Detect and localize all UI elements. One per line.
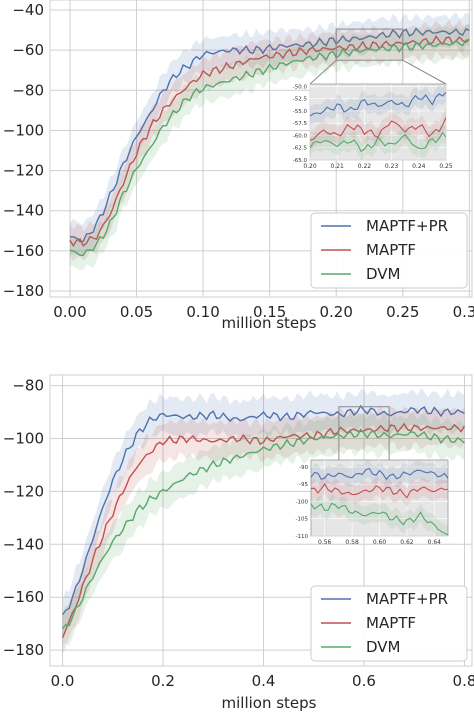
inset-x-tick-label: 0.24 <box>412 163 426 170</box>
inset-band-DVM <box>311 494 448 536</box>
y-tick-label: −80 <box>12 81 44 99</box>
inset-x-tick-label: 0.23 <box>385 163 399 170</box>
legend-label: MAPTF+PR <box>366 217 448 235</box>
inset-x-tick-label: 0.64 <box>428 539 442 546</box>
inset-x-tick-label: 0.22 <box>358 163 372 170</box>
inset-y-tick-label: -100 <box>296 499 309 505</box>
inset-line-DVM <box>311 502 448 536</box>
y-tick-label: −40 <box>12 1 44 19</box>
x-tick-label: 0.25 <box>386 303 419 321</box>
y-tick-label: −120 <box>3 162 44 180</box>
series-band-DVM <box>69 23 470 270</box>
chart-panel-2: 0.0 0.2 0.4 0.6 0.8 −80 −100 −120 −140 −160 −180 mi… <box>3 374 474 712</box>
chart-panel-1: 0.00 0.05 0.10 0.15 0.20 0.25 0.30 −40 −60 −80 −10… <box>3 0 474 332</box>
series-group <box>61 388 466 655</box>
series-band-MAPTF+PR <box>69 11 470 257</box>
legend-label: MAPTF <box>366 614 416 632</box>
inset-y-tick-label: -50.0 <box>293 84 308 90</box>
y-tick-label: −140 <box>3 535 44 553</box>
inset-x-tick-label: 0.20 <box>303 163 317 170</box>
x-tick-label: 0.4 <box>252 672 276 690</box>
y-tick-label: −120 <box>3 482 44 500</box>
inset-y-tick-label: -90 <box>299 465 308 471</box>
series-band-DVM <box>62 410 465 646</box>
inset-line-MAPTF+PR <box>310 91 446 117</box>
inset-x-tick-label: 0.58 <box>345 539 359 546</box>
legend-box <box>310 585 468 662</box>
inset-band-MAPTF+PR <box>311 460 448 489</box>
inset-x-tick-label: 0.56 <box>318 539 332 546</box>
inset-y-tick-label: -55.0 <box>293 109 308 115</box>
y-tick-label: −140 <box>3 202 44 220</box>
x-tick-label: 0.00 <box>53 303 86 321</box>
legend: MAPTF+PR MAPTF DVM <box>310 585 468 662</box>
zoom-region <box>335 28 404 61</box>
series-band-MAPTF <box>62 405 465 655</box>
inset-y-tick-label: -60.0 <box>293 133 308 139</box>
zoom-connector <box>402 59 447 85</box>
inset-y-tick-label: -105 <box>296 517 309 523</box>
inset-y-tick-label: -110 <box>296 534 309 540</box>
inset-line-MAPTF <box>311 482 448 499</box>
x-tick-label: 0.8 <box>453 672 474 690</box>
x-axis-label: million steps <box>222 314 317 332</box>
inset-band-MAPTF <box>311 474 448 507</box>
y-tick-label: −80 <box>12 377 44 395</box>
y-tick-label: −100 <box>3 121 44 139</box>
legend-label: DVM <box>366 638 401 656</box>
inset-plot-area <box>309 83 447 161</box>
inset-line-DVM <box>310 132 446 153</box>
series-line-MAPTF <box>61 422 466 639</box>
legend-label: MAPTF+PR <box>366 590 448 608</box>
inset-chart: 0.56 0.58 0.60 0.62 0.64 -90 -95 -100 -105 -110 <box>296 459 449 546</box>
x-tick-label: 0.0 <box>51 672 75 690</box>
inset-series-group <box>311 460 448 536</box>
x-tick-label: 0.6 <box>352 672 376 690</box>
x-tick-label: 0.20 <box>320 303 353 321</box>
legend-label: MAPTF <box>366 241 416 259</box>
inset-y-tick-label: -65.0 <box>293 158 308 164</box>
inset-x-tick-label: 0.21 <box>331 163 345 170</box>
series-line-DVM <box>62 428 465 630</box>
inset-band-MAPTF <box>310 108 446 150</box>
x-tick-label: 0.2 <box>151 672 175 690</box>
x-tick-label: 0.05 <box>120 303 153 321</box>
series-band-MAPTF+PR <box>62 388 465 636</box>
y-tick-label: −180 <box>3 641 44 659</box>
inset-band-MAPTF+PR <box>310 84 446 125</box>
x-tick-label: 0.15 <box>253 303 286 321</box>
x-tick-label: 0.10 <box>186 303 219 321</box>
inset-chart: 0.20 0.21 0.22 0.23 0.24 0.25 -50.0 -52.5 -55.0 -… <box>293 83 453 170</box>
inset-x-tick-label: 0.60 <box>373 539 387 546</box>
series-line-MAPTF+PR <box>61 404 465 616</box>
x-tick-label: 0.30 <box>453 303 474 321</box>
legend-label: DVM <box>366 265 401 283</box>
inset-band-DVM <box>310 123 446 160</box>
y-tick-label: −60 <box>12 41 44 59</box>
inset-x-tick-label: 0.62 <box>400 539 414 546</box>
y-tick-label: −160 <box>3 588 44 606</box>
inset-x-tick-label: 0.25 <box>439 163 453 170</box>
inset-y-tick-label: -57.5 <box>293 121 308 127</box>
x-axis-label: million steps <box>222 694 317 712</box>
inset-y-tick-label: -95 <box>299 482 308 488</box>
legend: MAPTF+PR MAPTF DVM <box>310 212 468 289</box>
y-tick-label: −180 <box>3 282 44 300</box>
zoom-connector <box>309 59 337 85</box>
y-tick-label: −160 <box>3 242 44 260</box>
legend-box <box>310 212 468 289</box>
y-tick-label: −100 <box>3 429 44 447</box>
inset-line-MAPTF+PR <box>311 467 448 481</box>
inset-y-tick-label: -52.5 <box>293 97 308 103</box>
inset-y-tick-label: -62.5 <box>293 146 308 152</box>
inset-series-group <box>310 84 446 160</box>
